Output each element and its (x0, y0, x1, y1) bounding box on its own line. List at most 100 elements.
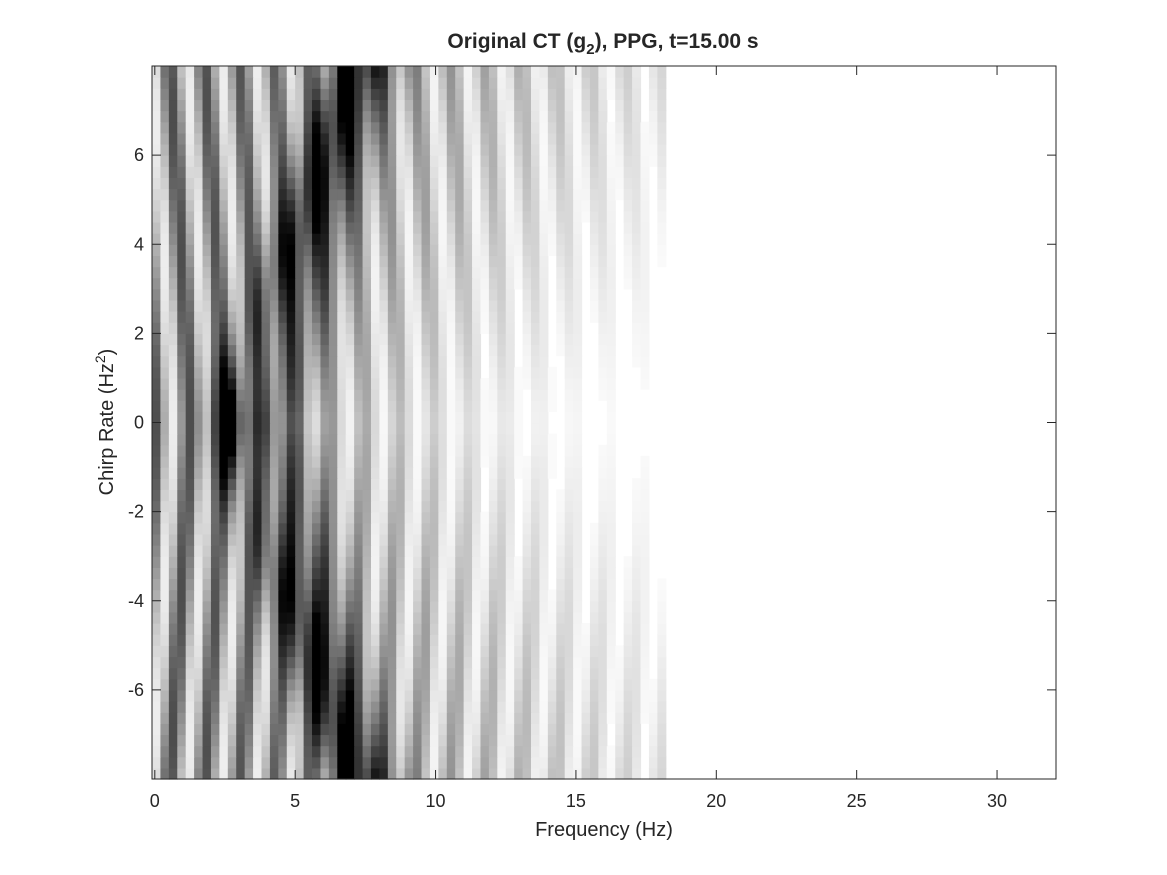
heatmap-cell (328, 545, 338, 557)
heatmap-cell (606, 88, 616, 101)
heatmap-cell (564, 366, 574, 379)
heatmap-cell (404, 623, 414, 635)
heatmap-cell (387, 277, 397, 290)
heatmap-cell (286, 322, 296, 334)
heatmap-cell (531, 132, 541, 145)
heatmap-cell (379, 244, 389, 256)
heatmap-cell (446, 634, 456, 646)
heatmap-cell (286, 567, 296, 580)
heatmap-cell (354, 556, 364, 568)
heatmap-cell (345, 444, 355, 457)
heatmap-cell (303, 299, 313, 312)
heatmap-cell (244, 556, 254, 568)
heatmap-cell (227, 444, 237, 457)
heatmap-cell (421, 266, 431, 279)
heatmap-cell (463, 567, 473, 580)
heatmap-cell (303, 745, 313, 758)
heatmap-cell (573, 344, 583, 357)
heatmap-cell (488, 166, 498, 179)
heatmap-cell (168, 199, 178, 212)
heatmap-cell (312, 455, 322, 468)
heatmap-cell (497, 99, 507, 112)
heatmap-cell (312, 467, 322, 479)
heatmap-cell (488, 322, 498, 334)
heatmap-cell (539, 455, 549, 468)
heatmap-cell (488, 478, 498, 490)
heatmap-cell (345, 522, 355, 535)
heatmap-cell (354, 734, 364, 747)
heatmap-cell (657, 199, 667, 212)
heatmap-cell (421, 511, 431, 524)
heatmap-cell (413, 411, 423, 424)
heatmap-cell (312, 188, 322, 201)
heatmap-cell (472, 723, 482, 736)
heatmap-cell (278, 600, 288, 613)
heatmap-cell (438, 66, 448, 78)
heatmap-cell (295, 188, 305, 201)
heatmap-cell (261, 745, 271, 758)
heatmap-cell (303, 88, 313, 101)
heatmap-cell (606, 344, 616, 357)
heatmap-cell (648, 745, 658, 758)
heatmap-cell (472, 143, 482, 156)
heatmap-cell (564, 522, 574, 535)
heatmap-cell (160, 121, 170, 134)
heatmap-cell (488, 422, 498, 435)
heatmap-cell (573, 600, 583, 613)
heatmap-cell (320, 433, 330, 446)
heatmap-cell (379, 433, 389, 446)
heatmap-cell (219, 188, 229, 201)
heatmap-cell (429, 177, 439, 190)
heatmap-cell (488, 121, 498, 134)
heatmap-cell (531, 411, 541, 424)
heatmap-cell (421, 99, 431, 112)
heatmap-cell (589, 734, 599, 747)
heatmap-cell (152, 355, 162, 368)
heatmap-cell (497, 556, 507, 568)
heatmap-cell (497, 199, 507, 212)
heatmap-cell (573, 634, 583, 646)
heatmap-cell (606, 244, 616, 256)
heatmap-cell (253, 121, 263, 134)
heatmap-cell (295, 322, 305, 334)
heatmap-cell (505, 667, 515, 680)
heatmap-cell (286, 623, 296, 635)
heatmap-cell (168, 210, 178, 223)
heatmap-cell (152, 645, 162, 658)
heatmap-cell (514, 377, 524, 390)
heatmap-cell (194, 500, 204, 513)
heatmap-cell (598, 767, 608, 780)
heatmap-cell (303, 344, 313, 357)
heatmap-cell (303, 77, 313, 89)
heatmap-cell (269, 199, 279, 212)
heatmap-cell (623, 556, 633, 568)
heatmap-cell (295, 311, 305, 323)
heatmap-cell (404, 467, 414, 479)
heatmap-cell (497, 255, 507, 268)
heatmap-cell (328, 344, 338, 357)
heatmap-cell (396, 199, 406, 212)
heatmap-cell (413, 377, 423, 390)
heatmap-cell (152, 433, 162, 446)
heatmap-cell (303, 522, 313, 535)
heatmap-cell (429, 155, 439, 167)
heatmap-cell (227, 255, 237, 268)
heatmap-cell (328, 366, 338, 379)
heatmap-cell (480, 567, 490, 580)
heatmap-cell (312, 689, 322, 702)
heatmap-cell (421, 455, 431, 468)
heatmap-cell (606, 121, 616, 134)
heatmap-cell (429, 667, 439, 680)
heatmap-cell (236, 355, 246, 368)
heatmap-cell (615, 99, 625, 112)
heatmap-cell (547, 611, 557, 624)
heatmap-cell (556, 344, 566, 357)
heatmap-cell (514, 99, 524, 112)
heatmap-cell (269, 656, 279, 669)
heatmap-cell (261, 634, 271, 646)
heatmap-cell (286, 400, 296, 412)
heatmap-cell (219, 589, 229, 602)
heatmap-cell (303, 355, 313, 368)
heatmap-cell (370, 489, 381, 502)
heatmap-cell (581, 166, 591, 179)
